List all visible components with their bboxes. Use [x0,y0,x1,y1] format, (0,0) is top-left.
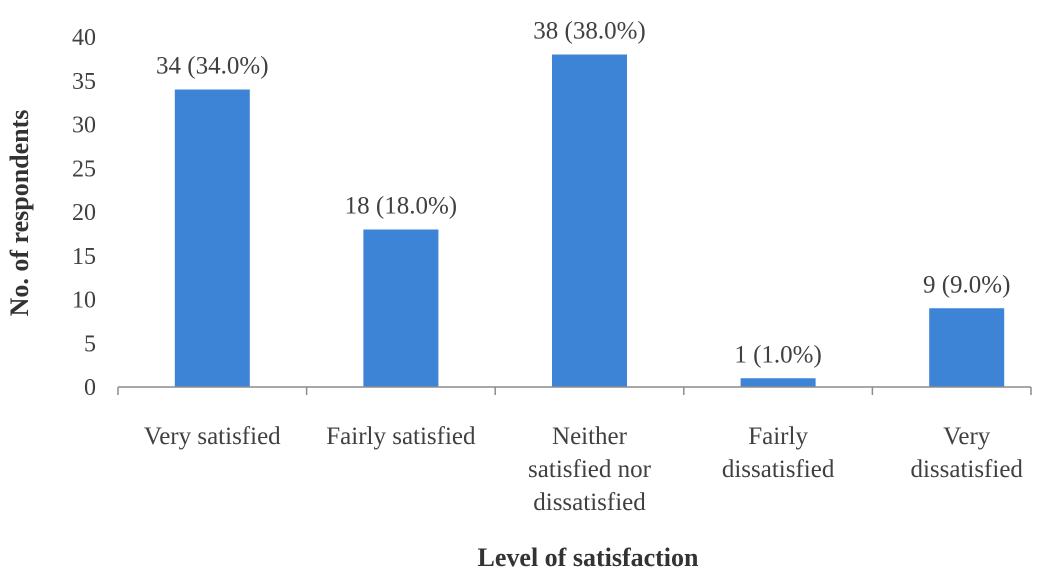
y-tick-label: 5 [84,331,96,357]
bar [929,308,1005,387]
bar [363,229,439,387]
y-axis-title: No. of respondents [5,110,34,317]
category-label: Fairly [748,423,808,450]
y-tick-label: 35 [72,69,96,95]
data-labels-group: 34 (34.0%) 18 (18.0%) 38 (38.0%) 1 (1.0%) 9 … [156,18,1010,369]
category-label: Neither [552,423,628,450]
y-tick-label: 15 [72,244,96,270]
y-axis: 0 5 10 15 20 25 30 35 40 [72,25,96,401]
y-tick-label: 30 [72,113,96,139]
bar [740,378,816,387]
data-label: 1 (1.0%) [734,341,821,368]
y-tick-label: 40 [72,25,96,51]
bar [552,54,627,387]
x-axis: Very satisfied Fairly satisfied Neither sat… [117,387,1032,516]
category-label: dissatisfied [722,456,835,483]
y-tick-label: 10 [72,288,96,314]
category-label: Fairly satisfied [326,423,476,450]
y-tick-label: 0 [84,375,96,401]
category-label: dissatisfied [910,456,1023,483]
y-tick-label: 25 [72,156,96,182]
y-tick-label: 20 [72,200,96,226]
data-label: 9 (9.0%) [923,271,1010,298]
x-axis-title: Level of satisfaction [478,543,700,572]
data-label: 18 (18.0%) [345,193,457,220]
category-label: satisfied nor [528,456,652,483]
bar [174,89,250,387]
category-label: Very satisfied [144,423,281,450]
data-label: 38 (38.0%) [533,18,645,45]
category-label: Very [943,423,991,450]
category-label: dissatisfied [533,489,646,516]
data-label: 34 (34.0%) [156,53,268,80]
bars-group [174,54,1005,387]
